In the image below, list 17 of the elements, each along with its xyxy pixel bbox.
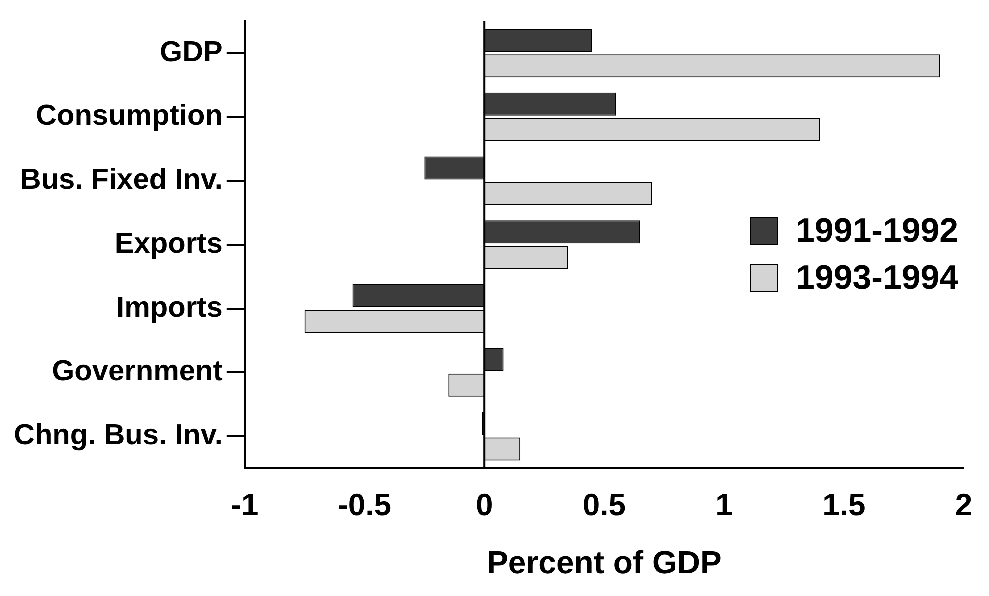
y-tick-label: Chng. Bus. Inv. (14, 419, 223, 452)
x-tick-label: 2 (955, 488, 973, 523)
y-tick-label: Imports (116, 292, 223, 324)
legend-label: 1993-1994 (796, 258, 959, 298)
y-tick-label: Exports (114, 228, 223, 260)
y-tick-label: Government (52, 356, 224, 388)
x-axis-title: Percent of GDP (487, 544, 722, 581)
x-tick-label: -1 (231, 488, 259, 523)
x-tick-label: -0.5 (338, 488, 392, 523)
legend-label: 1991-1992 (796, 212, 959, 251)
y-tick-label: GDP (160, 36, 223, 68)
x-tick-label: 1.5 (822, 488, 866, 523)
y-tick-label: Bus. Fixed Inv. (20, 164, 223, 196)
y-tick-label: Consumption (36, 100, 223, 132)
x-tick-label: 0.5 (582, 488, 626, 523)
x-tick-label: 1 (716, 488, 733, 523)
x-tick-label: 0 (476, 488, 494, 523)
